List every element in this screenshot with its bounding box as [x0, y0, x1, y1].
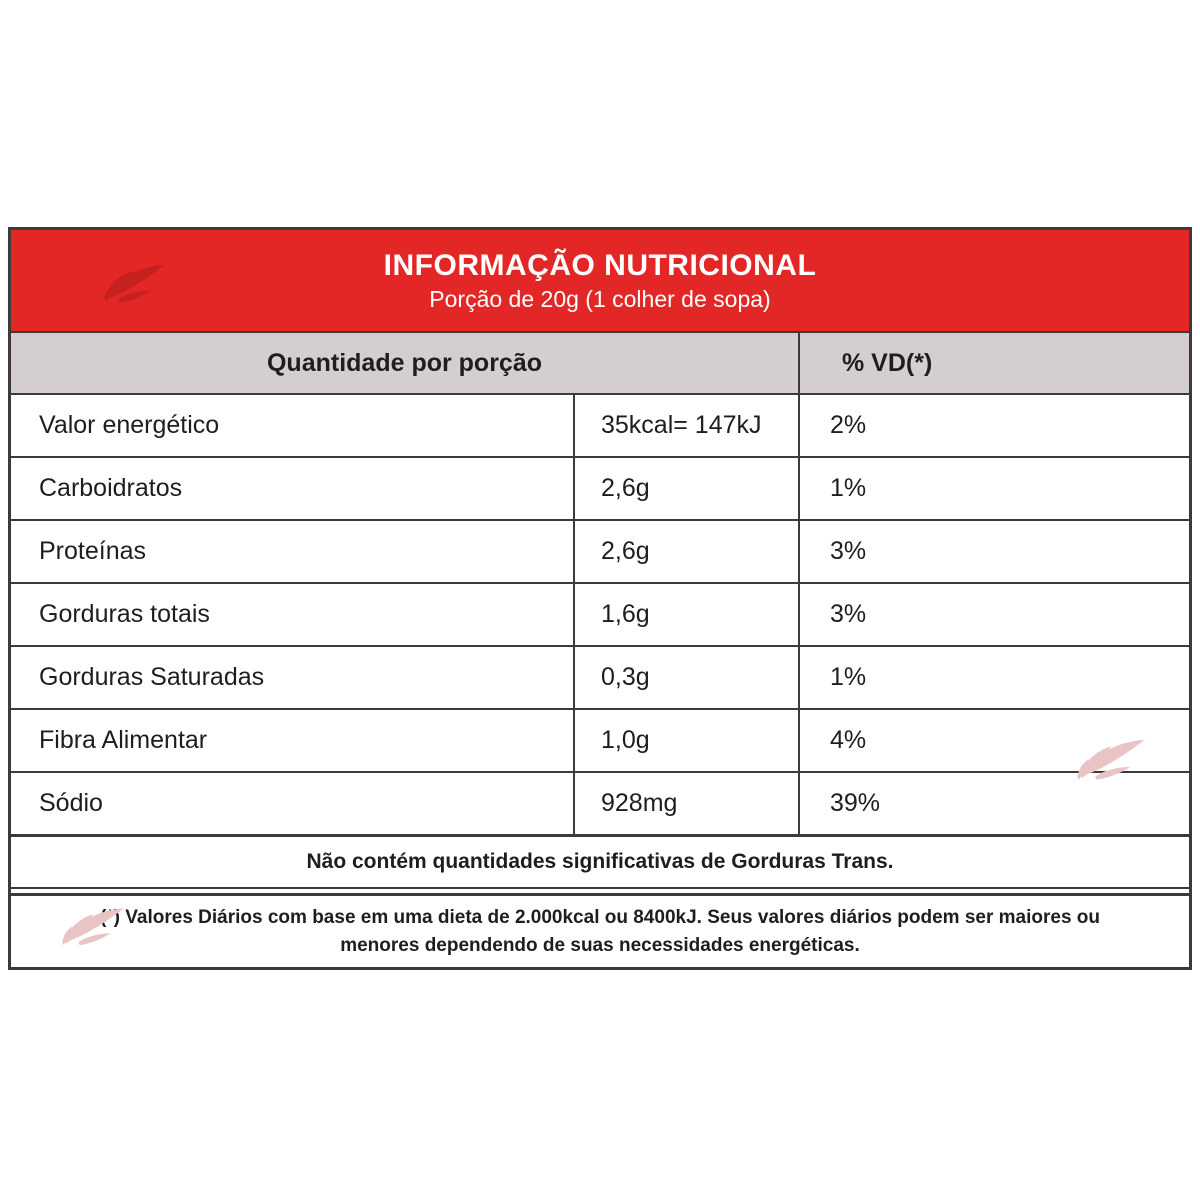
nutrient-amount: 1,6g [575, 584, 800, 645]
table-row-fiber: Fibra Alimentar 1,0g 4% [11, 710, 1189, 773]
double-line-separator [11, 887, 1189, 896]
nutrient-label: Fibra Alimentar [11, 710, 575, 771]
trans-fat-note: Não contém quantidades significativas de… [11, 837, 1189, 887]
daily-values-footnote: (*) Valores Diários com base em uma diet… [99, 907, 1101, 956]
nutrient-amount: 2,6g [575, 521, 800, 582]
column-header-row: Quantidade por porção % VD(*) [11, 333, 1189, 395]
leaf-sprout-icon [62, 908, 124, 946]
nutrient-daily-value: 1% [830, 474, 867, 502]
nutrient-daily-value: 39% [830, 789, 881, 817]
table-row-total-fat: Gorduras totais 1,6g 3% [11, 584, 1189, 647]
nutrition-facts-table: INFORMAÇÃO NUTRICIONAL Porção de 20g (1 … [8, 227, 1192, 971]
nutrient-daily-value: 3% [830, 537, 867, 565]
table-row-saturated-fat: Gorduras Saturadas 0,3g 1% [11, 647, 1189, 710]
nutrient-amount: 35kcal= 147kJ [575, 395, 800, 456]
nutrient-daily-value: 3% [830, 600, 867, 628]
nutrient-amount: 2,6g [575, 458, 800, 519]
nutrient-amount: 1,0g [575, 710, 800, 771]
label-title: INFORMAÇÃO NUTRICIONAL [383, 248, 817, 282]
nutrient-label: Proteínas [11, 521, 575, 582]
table-row-protein: Proteínas 2,6g 3% [11, 521, 1189, 584]
nutrient-daily-value: 4% [830, 726, 867, 754]
nutrient-label: Sódio [11, 773, 575, 834]
table-row-energy: Valor energético 35kcal= 147kJ 2% [11, 395, 1189, 458]
nutrient-label: Gorduras Saturadas [11, 647, 575, 708]
nutrient-label: Valor energético [11, 395, 575, 456]
nutrient-label: Gorduras totais [11, 584, 575, 645]
serving-size-subtitle: Porção de 20g (1 colher de sopa) [429, 285, 771, 312]
column-header-daily-value: % VD(*) [842, 348, 933, 377]
nutrient-label: Carboidratos [11, 458, 575, 519]
table-row-carbs: Carboidratos 2,6g 1% [11, 458, 1189, 521]
column-header-quantity: Quantidade por porção [11, 333, 800, 393]
nutrient-daily-value: 2% [830, 411, 867, 439]
nutrient-amount: 928mg [575, 773, 800, 834]
table-row-sodium: Sódio 928mg 39% [11, 773, 1189, 837]
leaf-sprout-icon [104, 264, 165, 303]
footnote-row: (*) Valores Diários com base em uma diet… [11, 896, 1189, 968]
title-band: INFORMAÇÃO NUTRICIONAL Porção de 20g (1 … [11, 230, 1189, 333]
leaf-sprout-icon [1077, 739, 1145, 780]
nutrient-amount: 0,3g [575, 647, 800, 708]
nutrient-daily-value: 1% [830, 663, 867, 691]
